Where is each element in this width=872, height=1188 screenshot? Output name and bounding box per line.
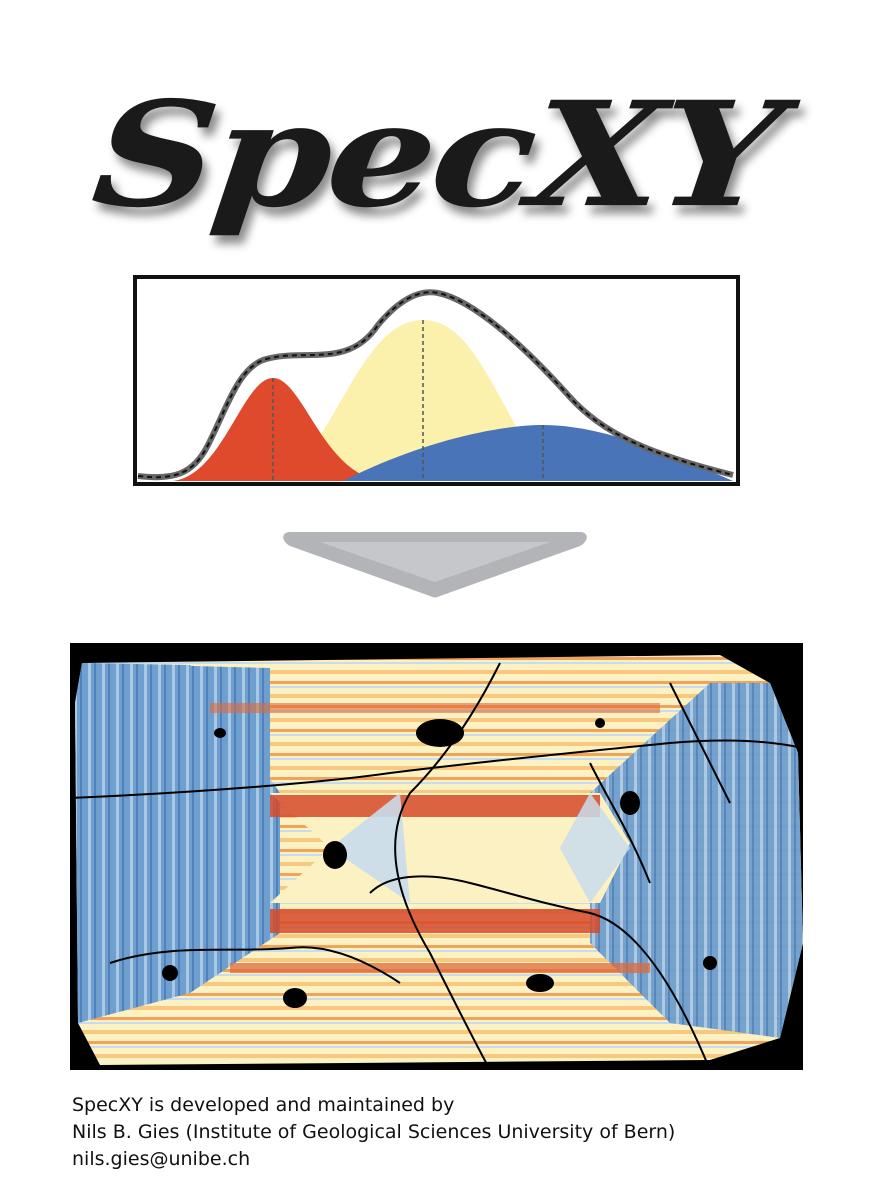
envelope-dashed	[137, 291, 734, 479]
app-logo: SpecXY	[0, 40, 872, 270]
credits-block: SpecXY is developed and maintained by Ni…	[72, 1092, 852, 1173]
logo-text: SpecXY	[85, 70, 787, 240]
peak-red	[173, 378, 383, 481]
credits-line-developer: SpecXY is developed and maintained by	[72, 1094, 455, 1116]
spectrum-illustration	[133, 275, 740, 486]
credits-email: nils.gies@unibe.ch	[72, 1148, 251, 1170]
composition-map-image	[70, 643, 803, 1070]
peak-blue	[343, 425, 733, 481]
spectrum-frame	[133, 275, 740, 486]
credits-line-author: Nils B. Gies (Institute of Geological Sc…	[72, 1121, 676, 1143]
chevron-down-icon	[283, 532, 587, 598]
